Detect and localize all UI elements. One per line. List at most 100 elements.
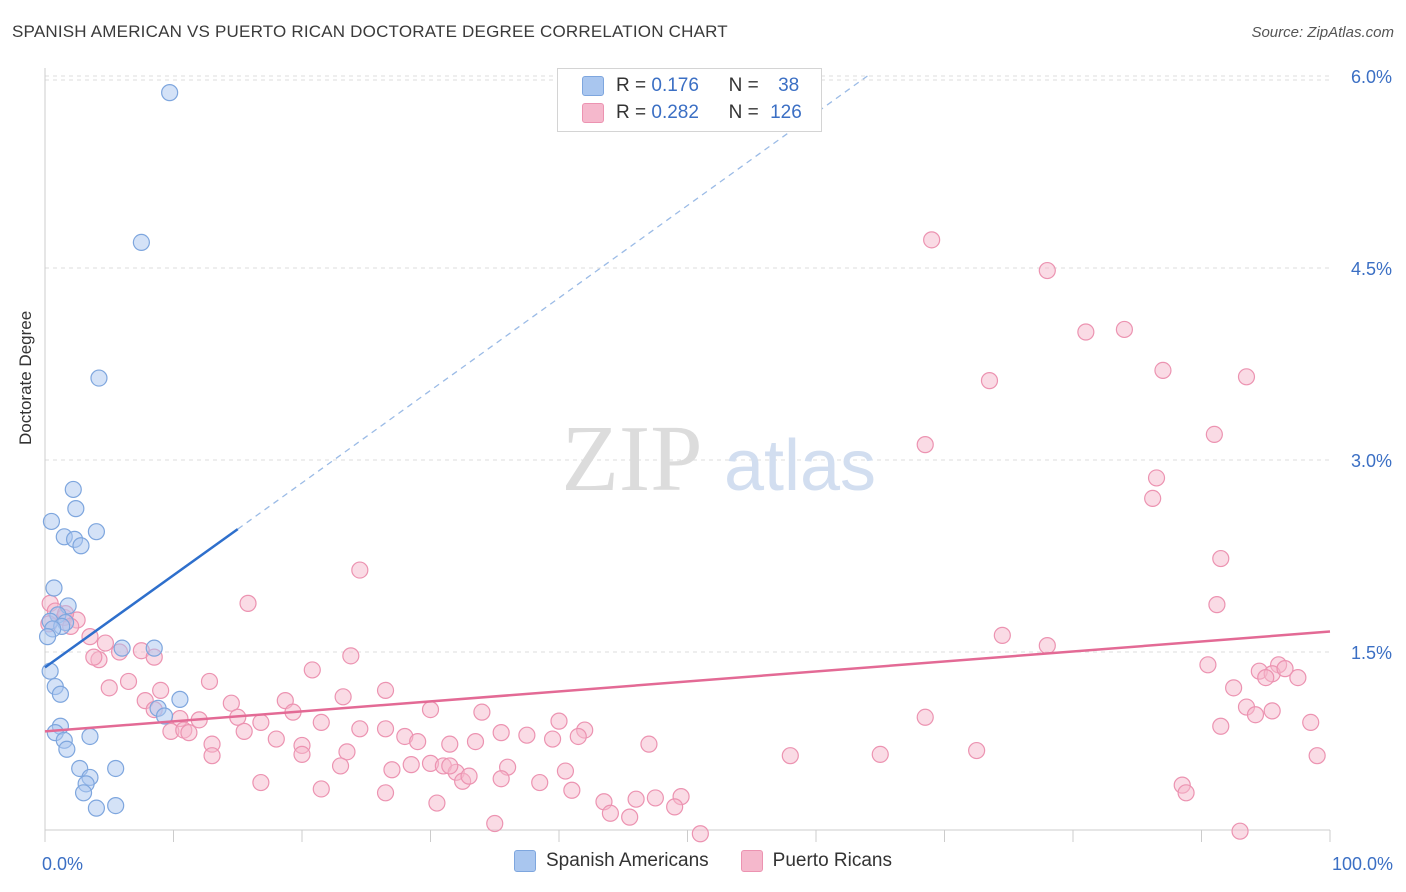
puerto-rican-point — [1237, 368, 1256, 386]
legend-n-label: N = — [728, 102, 759, 123]
series-legend-spanish-americans[interactable]: Spanish Americans — [514, 850, 709, 872]
puerto-rican-point — [342, 647, 360, 665]
puerto-rican-point — [980, 372, 999, 390]
puerto-rican-point — [1276, 660, 1294, 678]
y-tick-label: 4.5% — [1351, 259, 1392, 279]
puerto-rican-point — [923, 231, 941, 249]
puerto-rican-point — [460, 767, 478, 785]
puerto-rican-point — [556, 762, 575, 780]
puerto-rican-point — [1199, 656, 1217, 674]
puerto-rican-point — [601, 804, 620, 822]
spanish-american-point — [41, 662, 59, 680]
puerto-rican-point — [691, 825, 709, 843]
legend-row-spanish-americans: R = 0.176 N = 38 — [582, 73, 799, 99]
puerto-rican-point — [646, 789, 664, 807]
puerto-rican-point — [303, 661, 321, 679]
spanish-american-point — [171, 690, 189, 708]
spanish-american-point — [132, 233, 150, 251]
puerto-rican-point — [492, 724, 510, 742]
watermark: ZIP atlas — [562, 407, 877, 511]
spanish-american-point — [161, 84, 179, 102]
puerto-rican-point — [486, 814, 504, 833]
puerto-rican-point — [402, 756, 420, 774]
puerto-rican-point — [85, 648, 103, 666]
puerto-rican-point — [441, 735, 459, 753]
puerto-rican-point — [376, 784, 395, 802]
spanish-american-point — [42, 512, 61, 531]
legend-r-label: R = — [616, 75, 647, 96]
y-tick-label: 3.0% — [1351, 451, 1392, 471]
series-swatch-pink — [740, 850, 763, 872]
legend-n-value: 126 — [770, 102, 802, 123]
puerto-rican-point — [563, 781, 581, 799]
puerto-rican-point — [531, 773, 549, 792]
tick-labels: 1.5% 3.0% 4.5% 6.0% 0.0% 100.0% — [42, 67, 1393, 874]
puerto-rican-point — [267, 730, 285, 748]
puerto-rican-point — [1225, 679, 1243, 697]
spanish-american-point — [90, 369, 108, 387]
puerto-rican-point — [351, 720, 369, 738]
puerto-rican-point — [1231, 822, 1249, 840]
spanish-american-point — [38, 628, 57, 646]
puerto-rican-point — [351, 561, 369, 579]
puerto-rican-point — [331, 757, 350, 775]
puerto-rican-point — [239, 594, 257, 612]
spanish-american-point — [107, 796, 125, 815]
spanish-american-point — [58, 740, 76, 758]
spanish-american-points — [38, 84, 189, 817]
puerto-rican-point — [1302, 713, 1320, 732]
puerto-rican-point — [1263, 702, 1281, 720]
legend-r-value: 0.282 — [651, 102, 699, 123]
puerto-rican-point — [252, 713, 270, 732]
puerto-rican-point — [376, 720, 395, 738]
puerto-rican-point — [781, 747, 799, 765]
puerto-rican-point — [518, 726, 536, 744]
series-swatch-blue — [514, 850, 536, 872]
y-tick-label: 6.0% — [1351, 67, 1392, 87]
puerto-rican-point — [473, 703, 491, 721]
spanish-american-point — [113, 639, 131, 657]
puerto-rican-point — [376, 681, 395, 700]
series-legend: Spanish Americans Puerto Ricans — [0, 850, 1406, 872]
puerto-rican-point — [1246, 706, 1265, 724]
puerto-rican-point — [627, 790, 645, 808]
puerto-rican-point — [916, 708, 934, 726]
legend-swatch-blue — [582, 76, 604, 96]
puerto-rican-point — [180, 724, 198, 742]
axes — [44, 68, 1331, 842]
puerto-rican-point — [421, 700, 440, 719]
spanish-american-trend-line — [44, 528, 239, 669]
legend-row-puerto-ricans: R = 0.282 N = 126 — [582, 100, 802, 126]
series-legend-puerto-ricans[interactable]: Puerto Ricans — [740, 850, 892, 872]
spanish-american-point — [64, 480, 82, 499]
puerto-rican-point — [1257, 668, 1275, 687]
spanish-american-point — [72, 537, 90, 555]
spanish-american-point — [155, 707, 174, 725]
puerto-rican-point — [200, 672, 219, 691]
puerto-rican-point — [1289, 668, 1307, 687]
spanish-american-point — [87, 523, 106, 541]
puerto-rican-point — [152, 681, 170, 700]
legend-r-value: 0.176 — [651, 75, 699, 96]
puerto-rican-point — [621, 808, 639, 826]
x-tick-label-max: 100.0% — [1332, 854, 1393, 874]
puerto-rican-point — [1177, 784, 1195, 802]
grid-lines — [45, 75, 1330, 653]
puerto-rican-point — [312, 780, 330, 798]
puerto-rican-point — [383, 761, 401, 779]
puerto-rican-point — [1038, 636, 1056, 655]
puerto-rican-point — [1115, 320, 1134, 339]
puerto-rican-point — [293, 745, 311, 764]
spanish-american-point — [74, 784, 93, 802]
spanish-american-point — [87, 799, 106, 817]
puerto-rican-point — [1212, 717, 1230, 735]
puerto-rican-point — [1144, 489, 1162, 507]
legend-n-value: 38 — [778, 75, 800, 96]
puerto-rican-point — [1077, 323, 1095, 341]
trend-lines — [44, 75, 1331, 733]
puerto-rican-point — [441, 757, 459, 775]
puerto-rican-point — [222, 694, 240, 712]
puerto-rican-point — [871, 745, 889, 764]
spanish-american-point — [67, 500, 85, 518]
